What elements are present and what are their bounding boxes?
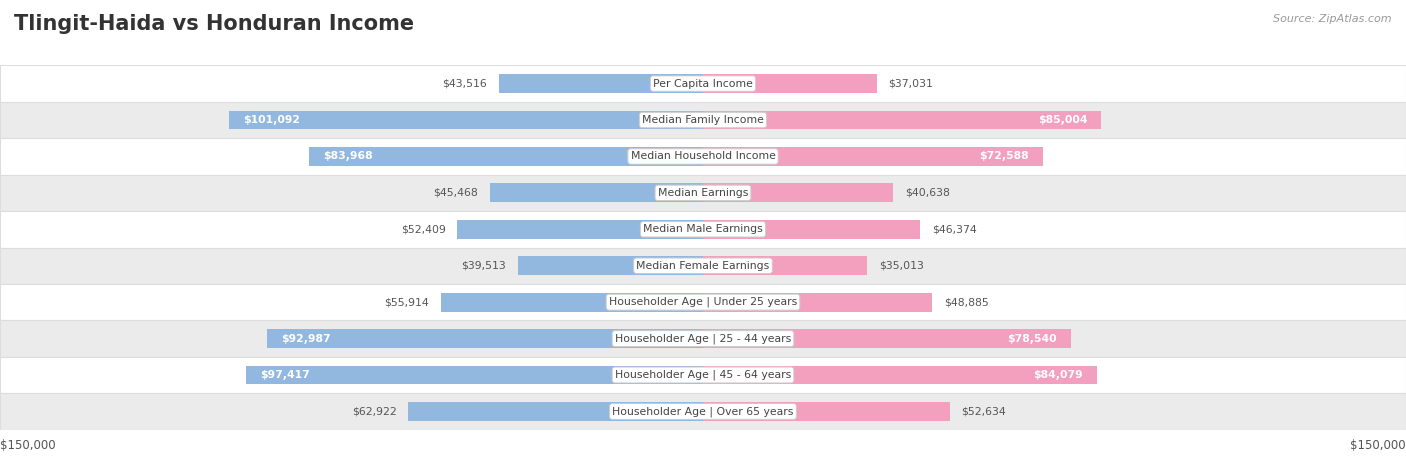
Bar — [703, 184, 893, 202]
Bar — [703, 402, 949, 421]
Bar — [0, 320, 1406, 357]
Bar — [703, 74, 876, 93]
Bar — [517, 256, 703, 275]
Bar — [0, 393, 1406, 430]
Text: $150,000: $150,000 — [1350, 439, 1406, 452]
Bar — [0, 248, 1406, 284]
Bar — [703, 329, 1071, 348]
Text: Householder Age | 25 - 44 years: Householder Age | 25 - 44 years — [614, 333, 792, 344]
Text: $52,634: $52,634 — [962, 406, 1007, 417]
Text: $45,468: $45,468 — [433, 188, 478, 198]
Text: $46,374: $46,374 — [932, 224, 977, 234]
Text: Median Male Earnings: Median Male Earnings — [643, 224, 763, 234]
Text: Householder Age | Under 25 years: Householder Age | Under 25 years — [609, 297, 797, 307]
Bar — [703, 220, 921, 239]
Text: $37,031: $37,031 — [889, 78, 934, 89]
Bar — [246, 366, 703, 384]
Bar — [229, 111, 703, 129]
Text: $62,922: $62,922 — [352, 406, 396, 417]
Bar — [0, 211, 1406, 248]
Text: $84,079: $84,079 — [1033, 370, 1083, 380]
Bar — [489, 184, 703, 202]
Text: Householder Age | 45 - 64 years: Householder Age | 45 - 64 years — [614, 370, 792, 380]
Text: Median Household Income: Median Household Income — [630, 151, 776, 162]
Text: $83,968: $83,968 — [323, 151, 373, 162]
Text: Median Female Earnings: Median Female Earnings — [637, 261, 769, 271]
Text: $35,013: $35,013 — [879, 261, 924, 271]
Text: $92,987: $92,987 — [281, 333, 330, 344]
Text: $40,638: $40,638 — [905, 188, 950, 198]
Bar — [408, 402, 703, 421]
Bar — [0, 357, 1406, 393]
Text: $85,004: $85,004 — [1038, 115, 1087, 125]
Text: $101,092: $101,092 — [243, 115, 301, 125]
Text: Median Earnings: Median Earnings — [658, 188, 748, 198]
Text: Median Family Income: Median Family Income — [643, 115, 763, 125]
Text: $43,516: $43,516 — [443, 78, 488, 89]
Bar — [0, 65, 1406, 102]
Bar — [703, 147, 1043, 166]
Text: Tlingit-Haida vs Honduran Income: Tlingit-Haida vs Honduran Income — [14, 14, 415, 34]
Bar — [0, 284, 1406, 320]
Bar — [703, 111, 1101, 129]
Bar — [441, 293, 703, 311]
Text: $150,000: $150,000 — [0, 439, 56, 452]
Bar — [0, 102, 1406, 138]
Bar — [457, 220, 703, 239]
Bar — [703, 293, 932, 311]
Bar — [267, 329, 703, 348]
Text: $55,914: $55,914 — [384, 297, 429, 307]
Text: Source: ZipAtlas.com: Source: ZipAtlas.com — [1274, 14, 1392, 24]
Text: $48,885: $48,885 — [943, 297, 988, 307]
Bar — [309, 147, 703, 166]
Bar — [0, 138, 1406, 175]
Text: $52,409: $52,409 — [401, 224, 446, 234]
Text: Per Capita Income: Per Capita Income — [652, 78, 754, 89]
Text: Householder Age | Over 65 years: Householder Age | Over 65 years — [612, 406, 794, 417]
Bar — [499, 74, 703, 93]
Bar — [703, 256, 868, 275]
Bar — [703, 366, 1097, 384]
Bar — [0, 175, 1406, 211]
Text: $78,540: $78,540 — [1008, 333, 1057, 344]
Text: $97,417: $97,417 — [260, 370, 311, 380]
Text: $39,513: $39,513 — [461, 261, 506, 271]
Text: $72,588: $72,588 — [980, 151, 1029, 162]
